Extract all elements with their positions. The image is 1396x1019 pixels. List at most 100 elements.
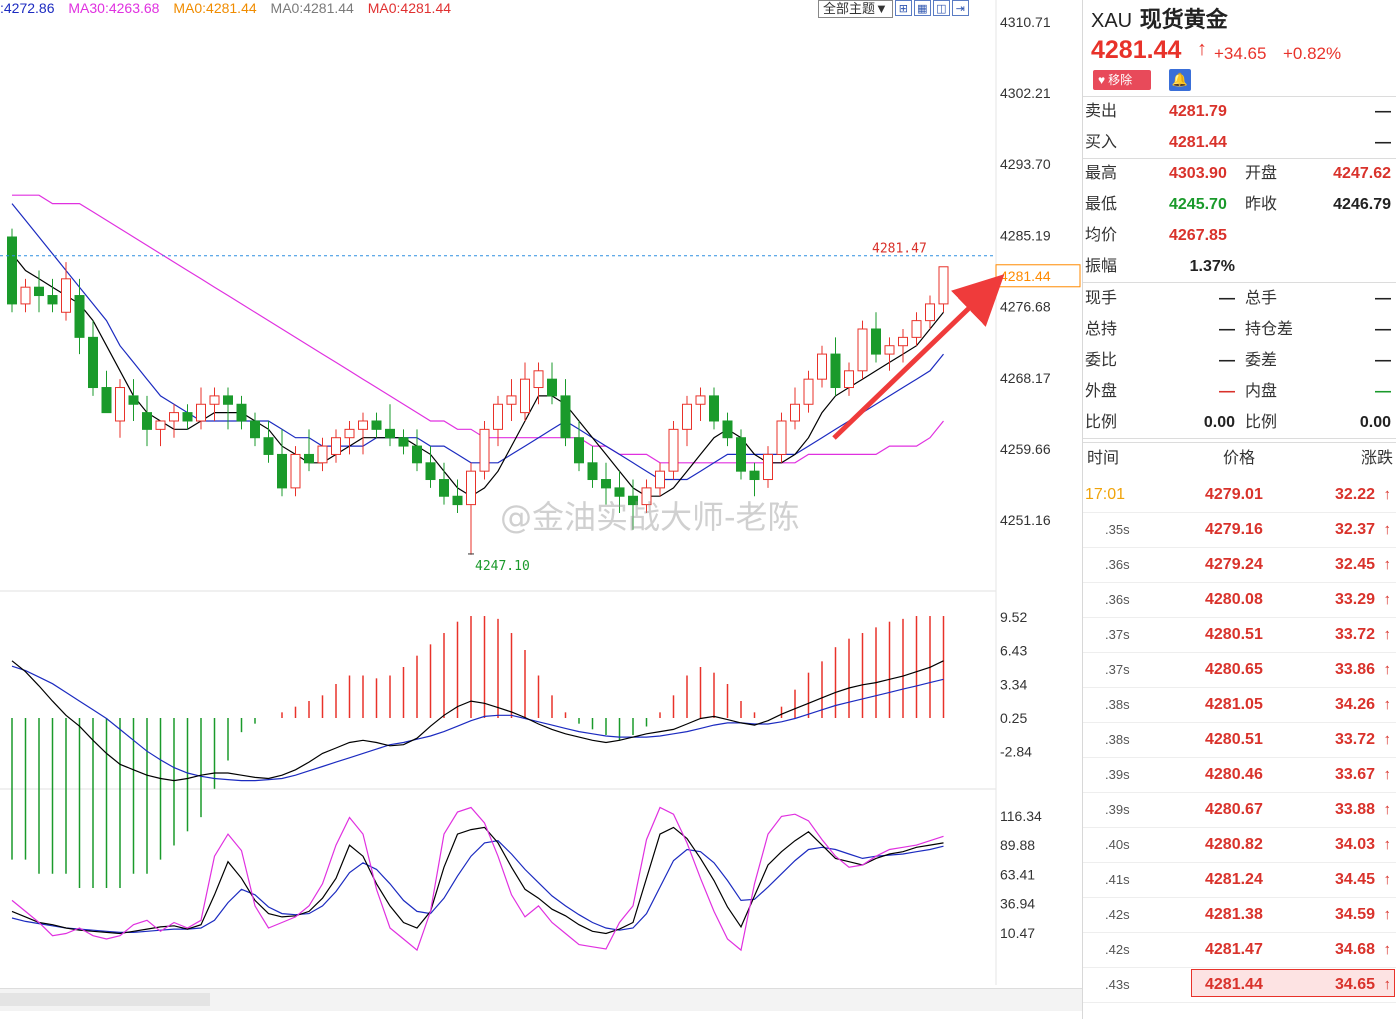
candle-body (331, 437, 341, 455)
j-line (11, 806, 944, 952)
quote-field-row: 振幅 1.37% (1083, 251, 1396, 282)
field-label-2: 开盘 (1245, 165, 1278, 182)
field-value-2: — (1375, 134, 1391, 151)
candle-body (209, 395, 220, 405)
ma-short-line (11, 253, 944, 497)
instrument-name: 现货黄金 (1139, 7, 1228, 33)
field-label-2: 总手 (1245, 290, 1278, 307)
tick-price: 4281.24 (1205, 871, 1263, 888)
grid-icon[interactable]: ▦ (913, 0, 931, 16)
up-arrow-icon: ↑ (1383, 976, 1392, 993)
dea-line (11, 665, 944, 782)
candle-body (641, 487, 652, 506)
candle-body (574, 437, 584, 464)
macd-axis-tick: 9.52 (1000, 609, 1027, 625)
quote-field-row: 委比 — 委差 — (1083, 345, 1396, 376)
divider (1083, 438, 1396, 439)
theme-dropdown[interactable]: 全部主题▼ (818, 0, 893, 18)
field-label: 现手 (1085, 290, 1118, 307)
candle-body (506, 395, 517, 405)
split-icon[interactable]: ◫ (932, 0, 950, 16)
divider (1083, 158, 1396, 159)
tick-row[interactable]: .39s 4280.67 33.88 ↑ (1083, 792, 1396, 828)
tick-row[interactable]: .42s 4281.38 34.59 ↑ (1083, 897, 1396, 933)
tick-row[interactable]: 17:01 4279.01 32.22 ↑ (1083, 477, 1396, 513)
candle-body (425, 462, 436, 481)
tick-row[interactable]: .38s 4280.51 33.72 ↑ (1083, 722, 1396, 758)
field-value-2: — (1375, 383, 1391, 400)
tick-row[interactable]: .36s 4280.08 33.29 ↑ (1083, 582, 1396, 618)
chart-area[interactable]: 4310.71 4302.21 4293.70 4285.19 4276.68 4268.… (0, 0, 1082, 1019)
candle-body (614, 487, 625, 497)
tick-row[interactable]: .41s 4281.24 34.45 ↑ (1083, 862, 1396, 898)
up-arrow-icon: ↑ (1383, 486, 1392, 503)
candle-body (668, 428, 679, 472)
tick-change: 33.88 (1334, 801, 1375, 818)
field-value: — (1219, 352, 1235, 369)
candle-body (493, 403, 503, 430)
field-value: 1.37% (1189, 258, 1235, 275)
quote-panel: XAU 现货黄金 4281.44 ↑ +34.65 +0.82% ♥ 移除 🔔 卖… (1082, 0, 1396, 1019)
scrollbar-thumb[interactable] (0, 993, 210, 1006)
tick-change: 32.37 (1334, 521, 1375, 538)
tick-row[interactable]: .36s 4279.24 32.45 ↑ (1083, 547, 1396, 583)
horizontal-scrollbar[interactable] (0, 988, 1082, 1011)
quote-field-row: 最高 4303.90 开盘 4247.62 (1083, 158, 1396, 189)
tick-price: 4280.65 (1205, 661, 1263, 678)
legend-ma0-c: MA0:4281.44 (367, 0, 452, 16)
tick-time: .35s (1105, 522, 1130, 537)
tick-price: 4280.46 (1205, 766, 1263, 783)
tick-time: .42s (1105, 942, 1130, 957)
field-label: 卖出 (1085, 103, 1118, 120)
field-value-2: 4246.79 (1333, 196, 1391, 213)
field-label: 比例 (1085, 414, 1118, 431)
tick-row[interactable]: .42s 4281.47 34.68 ↑ (1083, 932, 1396, 968)
candle-body (20, 286, 31, 305)
tick-row[interactable]: .37s 4280.65 33.86 ↑ (1083, 652, 1396, 688)
chart-svg[interactable]: 4310.71 4302.21 4293.70 4285.19 4276.68 4268.… (0, 0, 1082, 1019)
remove-watchlist-button[interactable]: ♥ 移除 (1093, 70, 1151, 90)
tick-time: .36s (1105, 557, 1130, 572)
candle-body (155, 420, 166, 430)
divider (1083, 442, 1396, 443)
alert-bell-button[interactable]: 🔔 (1169, 69, 1191, 91)
divider (1083, 96, 1396, 97)
candle-body (182, 412, 193, 422)
legend-ma30: MA30:4263.68 (68, 0, 160, 16)
tick-price: 4280.08 (1205, 591, 1263, 608)
price-axis-tick: 4259.66 (1000, 441, 1051, 457)
field-label: 委比 (1085, 352, 1118, 369)
tick-row[interactable]: .37s 4280.51 33.72 ↑ (1083, 617, 1396, 653)
low-annotation: 4247.10 (475, 559, 530, 574)
tick-price: 4280.51 (1205, 731, 1263, 748)
candle-body (587, 462, 598, 481)
tick-price: 4279.01 (1205, 486, 1263, 503)
expand-icon[interactable]: ⇥ (951, 0, 969, 16)
watermark: @金油实战大师-老陈 (500, 498, 800, 536)
kdj-axis-tick: 63.41 (1000, 866, 1035, 882)
tick-row[interactable]: .43s 4281.44 34.65 ↑ (1083, 967, 1396, 1003)
price-axis-tick: 4268.17 (1000, 370, 1051, 386)
candle-body (169, 412, 179, 422)
macd-axis-tick: -2.84 (1000, 744, 1032, 760)
tick-row[interactable]: .35s 4279.16 32.37 ↑ (1083, 512, 1396, 548)
tick-row[interactable]: .39s 4280.46 33.67 ↑ (1083, 757, 1396, 793)
field-label: 均价 (1085, 227, 1118, 244)
candle-body (871, 328, 881, 355)
candle-body (277, 453, 287, 489)
tick-change: 33.72 (1334, 626, 1375, 643)
tick-change: 34.59 (1334, 906, 1375, 923)
tick-row[interactable]: .38s 4281.05 34.26 ↑ (1083, 687, 1396, 723)
tick-row[interactable]: .40s 4280.82 34.03 ↑ (1083, 827, 1396, 863)
tick-change: 34.65 (1334, 976, 1375, 993)
price-axis-tick: 4285.19 (1000, 227, 1051, 243)
tick-price: 4281.05 (1205, 696, 1263, 713)
quote-field-row: 比例 0.00 比例 0.00 (1083, 407, 1396, 438)
candle-body (236, 403, 247, 422)
kdj-axis-tick: 89.88 (1000, 837, 1035, 853)
layout-icon[interactable]: ⊞ (894, 0, 912, 16)
candle-body (790, 403, 800, 422)
quote-field-row: 买入 4281.44 — (1083, 127, 1396, 158)
up-arrow-icon: ↑ (1383, 591, 1392, 608)
heart-icon: ♥ (1098, 73, 1106, 87)
